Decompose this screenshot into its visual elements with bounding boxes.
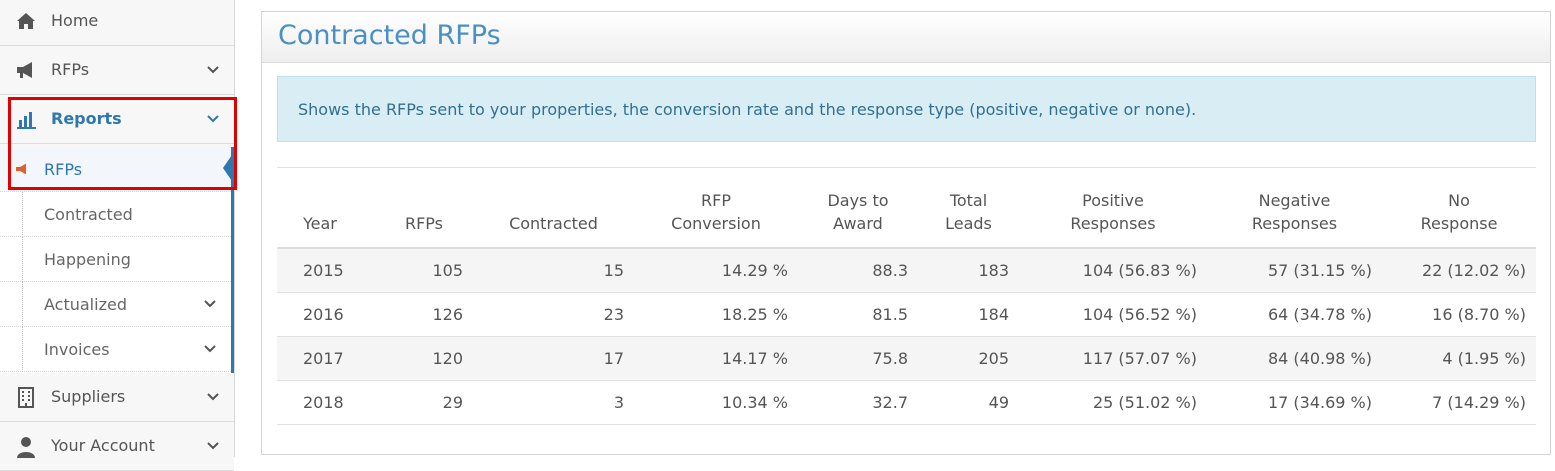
tree-line <box>22 192 24 237</box>
cell-year: 2017 <box>277 336 375 381</box>
reports-submenu: RFPs Contracted Happening Actualized Inv… <box>0 147 234 373</box>
column-header-year[interactable]: Year <box>277 167 375 249</box>
building-icon <box>18 387 34 408</box>
cell-conversion: 18.25 % <box>634 292 798 337</box>
cell-rfps: 126 <box>375 292 473 337</box>
cell-contracted: 23 <box>473 292 634 337</box>
active-indicator <box>223 152 234 184</box>
submenu-item-actualized[interactable]: Actualized <box>0 282 231 327</box>
submenu-item-label: RFPs <box>44 160 83 179</box>
column-header-negative-responses[interactable]: Negative Responses <box>1207 167 1382 249</box>
user-icon <box>17 437 35 458</box>
column-header-contracted[interactable]: Contracted <box>473 167 634 249</box>
cell-no-response: 4 (1.95 %) <box>1382 336 1536 381</box>
chevron-down-icon <box>207 66 219 74</box>
cell-no-response: 7 (14.29 %) <box>1382 380 1536 425</box>
cell-negative: 57 (31.15 %) <box>1207 247 1382 293</box>
info-text: Shows the RFPs sent to your properties, … <box>298 100 1197 119</box>
column-header-total-leads[interactable]: Total Leads <box>918 167 1019 249</box>
submenu-item-label: Contracted <box>44 205 133 224</box>
submenu-item-happening[interactable]: Happening <box>0 237 231 282</box>
sidebar-item-label: Reports <box>51 109 122 128</box>
cell-contracted: 3 <box>473 380 634 425</box>
cell-contracted: 15 <box>473 247 634 293</box>
column-header-rfp-conversion[interactable]: RFP Conversion <box>634 167 798 249</box>
cell-no-response: 22 (12.02 %) <box>1382 247 1536 293</box>
submenu-item-rfps[interactable]: RFPs <box>0 147 234 192</box>
sidebar-item-label: Suppliers <box>51 387 126 406</box>
tree-line <box>22 327 24 372</box>
sidebar-item-your-account[interactable]: Your Account <box>0 422 234 471</box>
sidebar-item-reports[interactable]: Reports <box>0 95 234 144</box>
info-alert: Shows the RFPs sent to your properties, … <box>277 76 1536 142</box>
report-table: Year RFPs Contracted RFP Conversion Days … <box>277 167 1536 425</box>
cell-total-leads: 184 <box>918 292 1019 337</box>
column-header-days-to-award[interactable]: Days to Award <box>798 167 918 249</box>
cell-days-to-award: 75.8 <box>798 336 918 381</box>
cell-negative: 64 (34.78 %) <box>1207 292 1382 337</box>
submenu-item-label: Actualized <box>44 295 127 314</box>
column-header-positive-responses[interactable]: Positive Responses <box>1019 167 1207 249</box>
tree-line <box>22 282 24 327</box>
table-row: 2015 105 15 14.29 % 88.3 183 104 (56.83 … <box>277 247 1536 293</box>
contracted-rfps-panel: Contracted RFPs Shows the RFPs sent to y… <box>261 11 1551 455</box>
cell-positive: 104 (56.83 %) <box>1019 247 1207 293</box>
cell-negative: 17 (34.69 %) <box>1207 380 1382 425</box>
report-table-wrap: Year RFPs Contracted RFP Conversion Days … <box>277 167 1536 425</box>
chevron-down-icon <box>204 345 216 353</box>
cell-no-response: 16 (8.70 %) <box>1382 292 1536 337</box>
submenu-item-invoices[interactable]: Invoices <box>0 327 231 372</box>
cell-conversion: 14.29 % <box>634 247 798 293</box>
table-row: 2017 120 17 14.17 % 75.8 205 117 (57.07 … <box>277 336 1536 381</box>
sidebar: Home RFPs Reports RFPs <box>0 0 237 471</box>
bar-chart-icon <box>17 112 36 129</box>
home-icon <box>17 13 35 29</box>
cell-rfps: 29 <box>375 380 473 425</box>
megaphone-icon <box>17 62 32 78</box>
chevron-down-icon <box>204 300 216 308</box>
cell-year: 2016 <box>277 292 375 337</box>
chevron-down-icon <box>207 393 219 401</box>
submenu-item-contracted[interactable]: Contracted <box>0 192 231 237</box>
cell-days-to-award: 88.3 <box>798 247 918 293</box>
page-title: Contracted RFPs <box>278 20 501 51</box>
cell-total-leads: 183 <box>918 247 1019 293</box>
tree-line <box>22 237 24 282</box>
table-header-row: Year RFPs Contracted RFP Conversion Days … <box>277 167 1536 249</box>
panel-header: Contracted RFPs <box>262 12 1550 63</box>
chevron-down-icon <box>207 442 219 450</box>
column-header-no-response[interactable]: No Response <box>1382 167 1536 249</box>
cell-days-to-award: 32.7 <box>798 380 918 425</box>
cell-contracted: 17 <box>473 336 634 381</box>
cell-total-leads: 205 <box>918 336 1019 381</box>
cell-year: 2015 <box>277 247 375 293</box>
cell-rfps: 105 <box>375 247 473 293</box>
cell-negative: 84 (40.98 %) <box>1207 336 1382 381</box>
cell-rfps: 120 <box>375 336 473 381</box>
megaphone-icon <box>16 163 26 175</box>
sidebar-item-home[interactable]: Home <box>0 0 234 46</box>
column-header-rfps[interactable]: RFPs <box>375 167 473 249</box>
sidebar-item-suppliers[interactable]: Suppliers <box>0 373 234 422</box>
cell-positive: 104 (56.52 %) <box>1019 292 1207 337</box>
sidebar-item-rfps[interactable]: RFPs <box>0 46 234 95</box>
chevron-down-icon <box>207 115 219 123</box>
cell-conversion: 10.34 % <box>634 380 798 425</box>
cell-days-to-award: 81.5 <box>798 292 918 337</box>
sidebar-item-label: RFPs <box>51 60 90 79</box>
cell-year: 2018 <box>277 380 375 425</box>
cell-total-leads: 49 <box>918 380 1019 425</box>
cell-positive: 117 (57.07 %) <box>1019 336 1207 381</box>
table-row: 2018 29 3 10.34 % 32.7 49 25 (51.02 %) 1… <box>277 380 1536 425</box>
sidebar-item-label: Home <box>51 11 99 30</box>
cell-conversion: 14.17 % <box>634 336 798 381</box>
sidebar-item-label: Your Account <box>51 436 155 455</box>
cell-positive: 25 (51.02 %) <box>1019 380 1207 425</box>
submenu-item-label: Invoices <box>44 340 110 359</box>
submenu-item-label: Happening <box>44 250 131 269</box>
table-row: 2016 126 23 18.25 % 81.5 184 104 (56.52 … <box>277 292 1536 337</box>
